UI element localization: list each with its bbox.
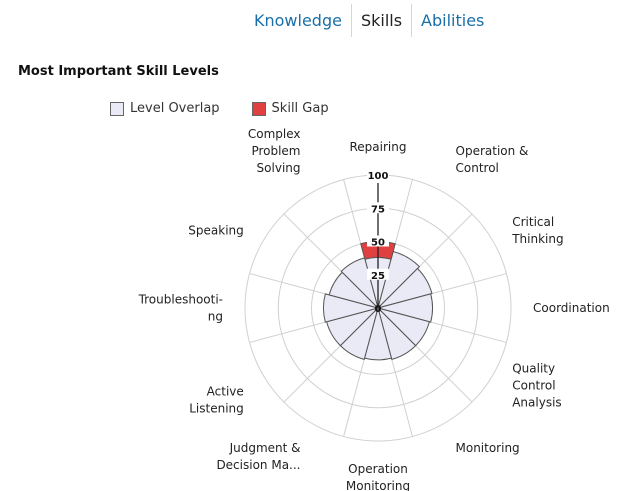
category-labels: Repairing Operation & Control Critical Think… — [138, 127, 610, 491]
overlap-wedge-9 — [323, 293, 380, 323]
chart-legend: Level Overlap Skill Gap — [110, 101, 329, 116]
tab-abilities[interactable]: Abilities — [421, 11, 485, 30]
category-label-line: ng — [208, 310, 223, 324]
category-label-line: Active — [207, 385, 244, 399]
category-label-4: Quality Control Analysis — [512, 362, 561, 410]
tick-label: 75 — [371, 204, 385, 215]
tick-label-bg — [367, 169, 389, 180]
tab-knowledge[interactable]: Knowledge — [254, 11, 342, 30]
category-label-line: Thinking — [511, 232, 563, 246]
overlap-wedge-3 — [376, 293, 433, 323]
level-overlap-swatch — [110, 101, 124, 116]
category-label-0: Repairing — [350, 140, 407, 154]
legend-item-gap: Skill Gap — [251, 101, 329, 116]
category-label-line: Coordination — [533, 301, 610, 315]
radial-tick-labels: 0 25 50 75 100 — [367, 169, 389, 315]
category-label-1: Operation & Control — [456, 144, 529, 175]
category-label-line: Solving — [257, 161, 301, 175]
category-label-line: Control — [456, 161, 499, 175]
category-label-line: Repairing — [350, 140, 407, 154]
category-label-3: Coordination — [533, 301, 610, 315]
tick-label-bg — [367, 268, 389, 280]
tick-label-bg — [367, 202, 389, 214]
category-label-line: Problem — [251, 144, 300, 158]
category-label-line: Quality — [512, 362, 555, 376]
tick-label-bg — [367, 235, 389, 247]
tick-label: 0 — [375, 304, 382, 315]
category-label-6: Operation Monitoring — [346, 462, 410, 491]
category-label-line: Critical — [512, 215, 554, 229]
tick-label: 100 — [368, 171, 389, 182]
tick-label: 25 — [371, 271, 385, 282]
category-label-7: Judgment & Decision Ma... — [216, 441, 300, 472]
category-label-line: Monitoring — [346, 479, 410, 491]
legend-item-overlap: Level Overlap — [110, 101, 220, 116]
category-label-9: Troubleshooti-ng — [138, 293, 223, 324]
category-label-line: Listening — [189, 402, 244, 416]
category-label-line: Analysis — [512, 396, 561, 410]
category-label-5: Monitoring — [456, 441, 520, 455]
category-label-line: Decision Ma... — [216, 458, 300, 472]
skill-category-tabs: Knowledge Skills Abilities — [245, 4, 493, 37]
skill-gap-swatch — [251, 101, 266, 116]
category-label-2: Critical Thinking — [511, 215, 563, 246]
tab-skills[interactable]: Skills — [350, 4, 413, 37]
category-label-11: Complex Problem Solving — [248, 127, 301, 175]
category-label-line: Operation & — [456, 144, 529, 158]
category-label-line: Control — [512, 379, 555, 393]
category-label-line: Operation — [348, 462, 408, 476]
category-label-line: Troubleshooti- — [138, 293, 223, 307]
category-label-8: Active Listening — [189, 385, 244, 416]
category-label-line: Judgment & — [229, 441, 301, 455]
category-label-line: Speaking — [188, 224, 243, 238]
category-label-10: Speaking — [188, 224, 243, 238]
overlap-wedge-5 — [377, 306, 417, 360]
tick-label: 50 — [371, 238, 385, 249]
overlap-wedge-2 — [376, 267, 433, 309]
section-title: Most Important Skill Levels — [18, 64, 219, 79]
legend-gap-label: Skill Gap — [271, 101, 329, 116]
legend-overlap-label: Level Overlap — [130, 101, 220, 116]
category-label-line: Complex — [248, 127, 301, 141]
category-label-line: Monitoring — [456, 441, 520, 455]
